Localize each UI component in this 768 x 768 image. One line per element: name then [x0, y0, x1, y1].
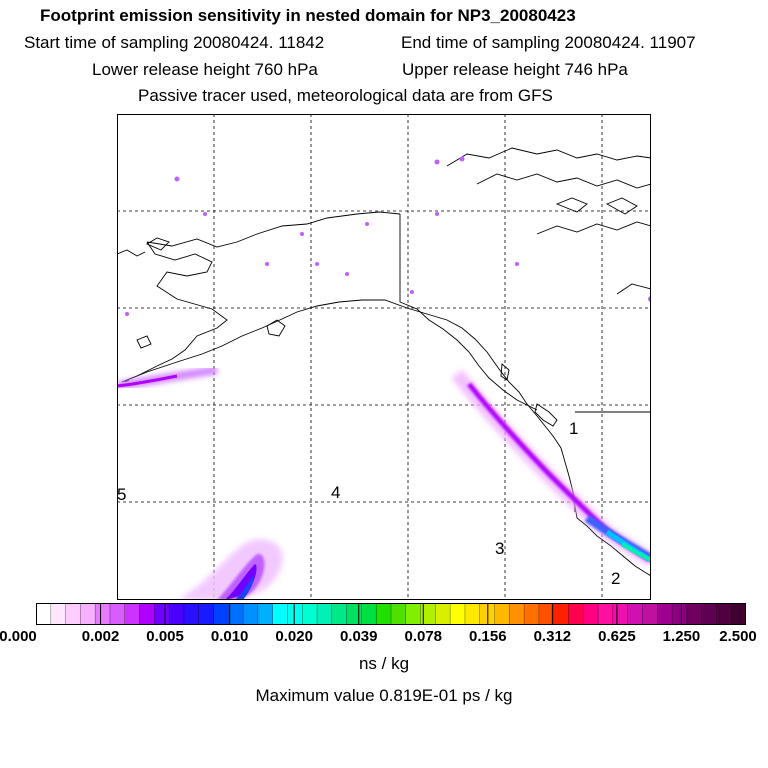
colorbar-cell — [80, 603, 96, 625]
colorbar-cell — [272, 603, 288, 625]
maximum-value-label: Maximum value 0.819E-01 ps / kg — [255, 686, 513, 705]
colorbar-cell — [124, 603, 141, 625]
colorbar-cell — [228, 603, 244, 625]
colorbar-cell — [183, 603, 200, 625]
footprint-plume — [117, 156, 651, 600]
colorbar-cell — [464, 603, 481, 625]
colorbar-tick-label: 0.312 — [533, 628, 572, 645]
lower-height-label: Lower release height 760 hPa — [92, 60, 318, 79]
footprint-map: 5 4 3 2 1 — [117, 114, 651, 600]
colorbar-cell — [36, 603, 52, 625]
graticule — [117, 114, 651, 600]
colorbar-tick-label: 2.500 — [719, 628, 757, 645]
colorbar-tick-label: 0.010 — [210, 628, 249, 645]
map-frame — [117, 114, 651, 600]
colorbar-tick-label: 0.002 — [81, 628, 120, 645]
region-label-4: 4 — [331, 483, 340, 502]
colorbar-cell — [568, 603, 584, 625]
colorbar-cell — [435, 603, 451, 625]
colorbar-cell — [524, 603, 540, 625]
colorbar-cell — [198, 603, 214, 625]
colorbar-cell — [346, 603, 362, 625]
colorbar-cell — [243, 603, 259, 625]
region-label-3: 3 — [495, 539, 504, 558]
colorbar-cell — [257, 603, 274, 625]
map-title: Footprint emission sensitivity in nested… — [40, 6, 576, 25]
colorbar-cell — [109, 603, 126, 625]
colorbar-cell — [361, 603, 377, 625]
colorbar-cell — [169, 603, 185, 625]
colorbar-tick-label: 1.250 — [662, 628, 701, 645]
region-label-5: 5 — [117, 485, 126, 504]
colorbar-tick-label: 0.000 — [0, 628, 37, 645]
colorbar-cell — [50, 603, 67, 625]
colorbar-tick-label: 0.039 — [339, 628, 378, 645]
colorbar-cell — [420, 603, 436, 625]
region-label-1: 1 — [569, 419, 578, 438]
colorbar-separators — [50, 603, 732, 625]
colorbar-cells — [36, 603, 746, 625]
colorbar-cell — [642, 603, 658, 625]
colorbar-cell — [302, 603, 318, 625]
colorbar-cell — [287, 603, 303, 625]
colorbar-cell — [716, 603, 732, 625]
colorbar-cell — [583, 603, 599, 625]
colorbar-cell — [391, 603, 407, 625]
colorbar-cell — [450, 603, 466, 625]
end-time-label: End time of sampling 20080424. 11907 — [401, 33, 696, 52]
colorbar-cell — [612, 603, 629, 625]
colorbar-cell — [672, 603, 688, 625]
colorbar-cell — [317, 603, 333, 625]
region-numbers: 5 4 3 2 1 — [117, 419, 620, 588]
colorbar-frame — [36, 603, 746, 625]
colorbar-cell — [627, 603, 643, 625]
start-time-label: Start time of sampling 20080424. 11842 — [24, 33, 325, 52]
tracer-note: Passive tracer used, meteorological data… — [138, 86, 553, 105]
colorbar-cell — [154, 603, 170, 625]
colorbar-cell — [731, 603, 746, 625]
colorbar-cell — [598, 603, 614, 625]
colorbar-cell — [405, 603, 422, 625]
coastlines — [117, 147, 651, 577]
colorbar-tick-label: 0.078 — [404, 628, 443, 645]
colorbar-cell — [657, 603, 673, 625]
colorbar-tick-label: 0.020 — [275, 628, 313, 645]
colorbar-cell — [213, 603, 229, 625]
colorbar-cell — [331, 603, 348, 625]
colorbar-cell — [686, 603, 703, 625]
colorbar-cell — [376, 603, 392, 625]
colorbar-cell — [65, 603, 81, 625]
upper-height-label: Upper release height 746 hPa — [402, 60, 628, 79]
map-background — [117, 114, 651, 600]
colorbar-cell — [494, 603, 510, 625]
colorbar-tick-label: 0.156 — [469, 628, 507, 645]
colorbar-units: ns / kg — [358, 654, 410, 673]
region-label-2: 2 — [611, 569, 620, 588]
colorbar-cell — [95, 603, 111, 625]
colorbar-cell — [538, 603, 555, 625]
colorbar-cell — [701, 603, 717, 625]
colorbar-cell — [509, 603, 525, 625]
colorbar-tick-label: 0.005 — [146, 628, 184, 645]
colorbar-cell — [139, 603, 155, 625]
colorbar-tick-label: 0.625 — [598, 628, 636, 645]
colorbar-cell — [553, 603, 569, 625]
colorbar — [36, 603, 746, 625]
